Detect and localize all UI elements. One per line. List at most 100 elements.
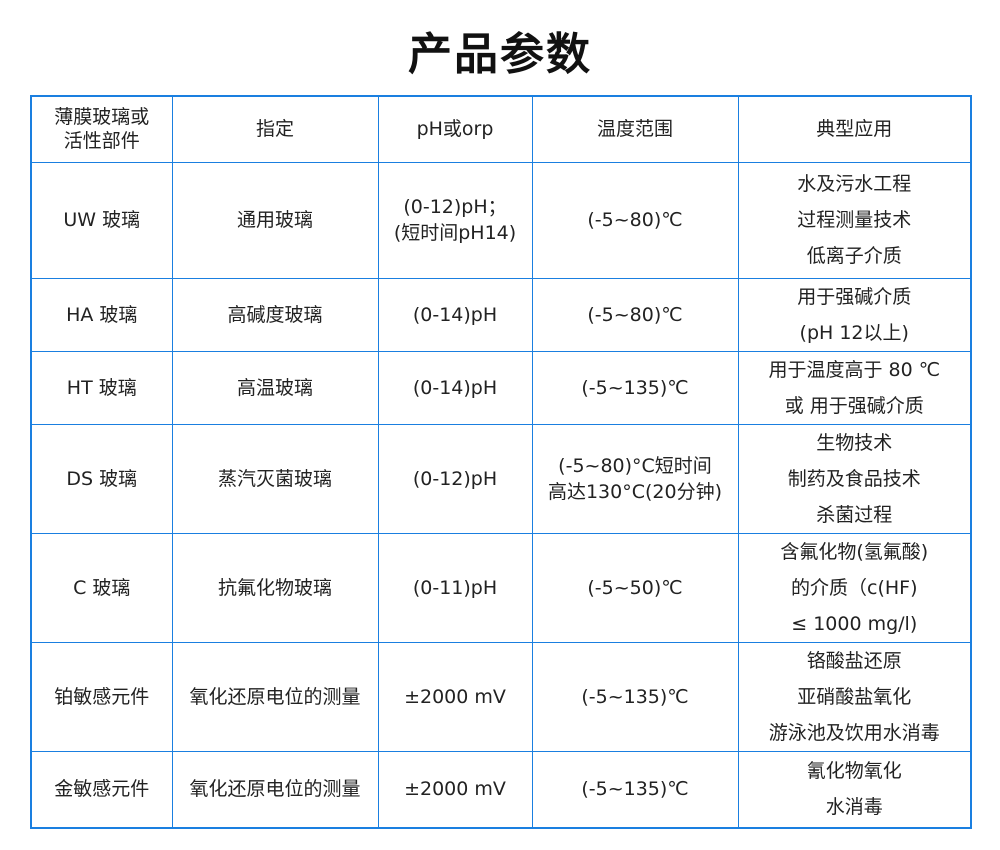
header-cell: pH或orp [377,95,533,163]
cell-text: 生物技术 [816,431,893,454]
table-cell: (-5~80)℃ [531,161,739,279]
cell-text: 薄膜玻璃或 [54,106,150,129]
header-row: 薄膜玻璃或 活性部件 指定 pH或orp 温度范围 典型应用 [30,95,972,163]
cell-text: 或 用于强碱介质 [784,394,924,417]
cell-text: (-5~50)℃ [587,576,683,599]
cell-text: 含氟化物(氢氟酸) [780,540,929,563]
table-row: UW 玻璃 通用玻璃 (0-12)pH； (短时间pH14) (-5~80)℃ 水及污水工… [30,161,972,279]
table-cell: ±2000 mV [377,750,533,829]
table-cell: (0-11)pH [377,532,533,643]
table-cell: 氧化还原电位的测量 [171,750,379,829]
cell-text: 氧化还原电位的测量 [189,778,361,801]
table-cell: 水及污水工程 过程测量技术 低离子介质 [737,161,972,279]
table-cell: (-5~50)℃ [531,532,739,643]
table-row: C 玻璃 抗氟化物玻璃 (0-11)pH (-5~50)℃ 含氟化物(氢氟酸) 的介质（c… [30,532,972,643]
table-cell: 铂敏感元件 [30,641,173,752]
cell-text: HA 玻璃 [66,303,138,326]
cell-text: 杀菌过程 [816,503,893,526]
cell-text: 用于温度高于 80 ℃ [768,358,941,381]
cell-text: DS 玻璃 [66,467,138,490]
cell-text: ≤ 1000 mg/l) [791,612,918,635]
cell-text: (短时间pH14) [393,222,517,244]
cell-text: (-5~135)℃ [581,778,689,801]
table-cell: 铬酸盐还原亚硝酸盐氧化游泳池及饮用水消毒 [737,641,972,752]
table-cell: (0-12)pH； (短时间pH14) [377,161,533,279]
cell-text: 活性部件 [63,130,140,153]
table-cell: 蒸汽灭菌玻璃 [171,423,379,534]
table-cell: 含氟化物(氢氟酸) 的介质（c(HF) ≤ 1000 mg/l) [737,532,972,643]
cell-text: 用于强碱介质 [797,285,912,308]
table-cell: 金敏感元件 [30,750,173,829]
cell-text: HT 玻璃 [66,376,137,399]
cell-text: 制药及食品技术 [787,467,921,490]
cell-text: 游泳池及饮用水消毒 [768,721,940,744]
table-cell: HT 玻璃 [30,350,173,425]
table-cell: 生物技术制药及食品技术 杀菌过程 [737,423,972,534]
cell-text: 的介质（c(HF) [791,576,918,599]
cell-text: 亚硝酸盐氧化 [797,685,912,708]
cell-text: UW 玻璃 [63,209,141,231]
cell-text: 抗氟化物玻璃 [217,576,332,599]
cell-text: ±2000 mV [404,778,506,801]
cell-text: 水消毒 [825,796,883,819]
table-cell: 用于温度高于 80 ℃ 或 用于强碱介质 [737,350,972,425]
table-row: HA 玻璃 高碱度玻璃 (0-14)pH (-5~80)℃ 用于强碱介质 (pH 12以上… [30,277,972,352]
cell-text: 典型应用 [816,118,893,141]
header-cell: 典型应用 [737,95,972,163]
cell-text: (0-14)pH [412,303,498,326]
table-cell: UW 玻璃 [30,161,173,279]
cell-text: 高碱度玻璃 [227,303,323,326]
cell-text: 高温玻璃 [236,376,313,399]
table-cell: (-5~80)℃ [531,277,739,352]
header-cell: 指定 [171,95,379,163]
table-cell: HA 玻璃 [30,277,173,352]
table-cell: (0-12)pH [377,423,533,534]
table-row: 金敏感元件 氧化还原电位的测量 ±2000 mV (-5~135)℃ 氰化物氧化水消毒 [30,750,972,829]
table-cell: 用于强碱介质 (pH 12以上) [737,277,972,352]
cell-text: 低离子介质 [806,245,902,267]
cell-text: 高达130°C(20分钟) [547,480,723,503]
cell-text: C 玻璃 [73,576,131,599]
table-cell: (-5~135)℃ [531,350,739,425]
cell-text: 铂敏感元件 [54,685,150,708]
cell-text: 通用玻璃 [236,209,313,231]
cell-text: (-5~80)°C短时间 [558,454,712,477]
table-cell: (-5~80)°C短时间 高达130°C(20分钟) [531,423,739,534]
table-cell: (0-14)pH [377,350,533,425]
cell-text: (0-12)pH； [403,196,507,218]
page-title: 产品参数 [408,29,592,80]
table-cell: (-5~135)℃ [531,641,739,752]
table-cell: DS 玻璃 [30,423,173,534]
cell-text: (-5~80)℃ [587,209,683,231]
table-cell: 氧化还原电位的测量 [171,641,379,752]
product-parameters-table: 薄膜玻璃或 活性部件 指定 pH或orp 温度范围 典型应用 UW 玻璃 通用玻璃 (0-12)… [30,95,972,829]
table-cell: 抗氟化物玻璃 [171,532,379,643]
table-row: 铂敏感元件 氧化还原电位的测量 ±2000 mV (-5~135)℃ 铬酸盐还原亚硝酸盐… [30,641,972,752]
table-cell: (0-14)pH [377,277,533,352]
table-cell: C 玻璃 [30,532,173,643]
table-row: DS 玻璃 蒸汽灭菌玻璃 (0-12)pH (-5~80)°C短时间 高达130°C(2… [30,423,972,534]
cell-text: (-5~135)℃ [581,376,689,399]
cell-text: 氰化物氧化 [806,760,902,783]
table-row: HT 玻璃 高温玻璃 (0-14)pH (-5~135)℃ 用于温度高于 80 ℃ 或 用… [30,350,972,425]
cell-text: 水及污水工程 [797,173,912,195]
table-cell: 高碱度玻璃 [171,277,379,352]
cell-text: 铬酸盐还原 [806,649,902,672]
header-cell: 薄膜玻璃或 活性部件 [30,95,173,163]
table-cell: 氰化物氧化 水消毒 [737,750,972,829]
cell-text: 蒸汽灭菌玻璃 [217,467,332,490]
cell-text: (pH 12以上) [799,321,909,344]
cell-text: (0-11)pH [412,576,498,599]
table-cell: (-5~135)℃ [531,750,739,829]
cell-text: (-5~80)℃ [587,303,683,326]
table-cell: 通用玻璃 [171,161,379,279]
cell-text: (0-14)pH [412,376,498,399]
cell-text: 指定 [255,118,294,141]
cell-text: 过程测量技术 [797,209,912,231]
cell-text: (-5~135)℃ [581,685,689,708]
table-cell: ±2000 mV [377,641,533,752]
cell-text: pH或orp [416,118,494,141]
cell-text: 氧化还原电位的测量 [189,685,361,708]
table-cell: 高温玻璃 [171,350,379,425]
cell-text: 温度范围 [596,118,673,141]
